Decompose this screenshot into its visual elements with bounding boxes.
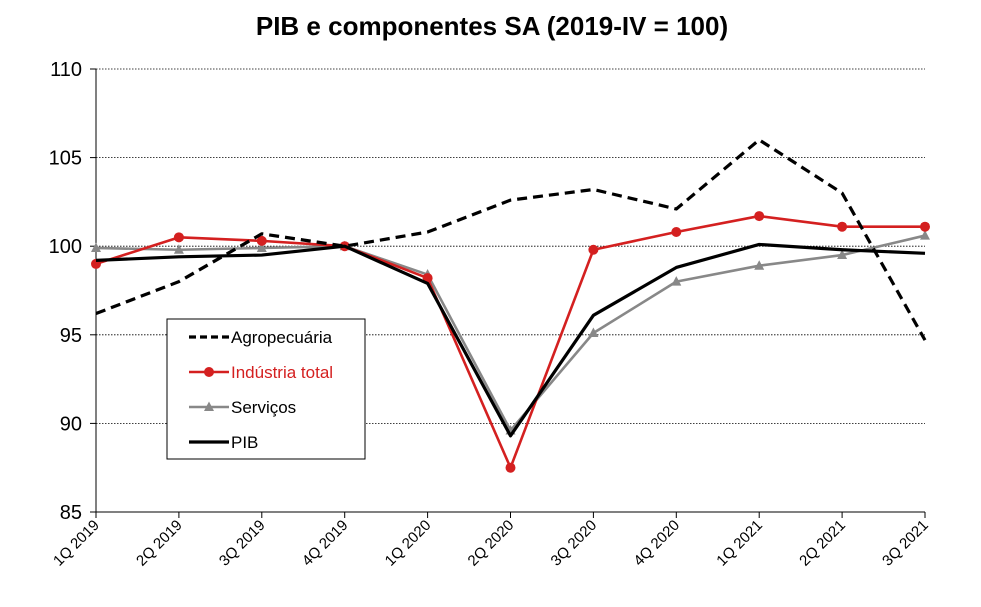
x-tick-label: 4Q 2020 <box>630 517 683 570</box>
data-point <box>588 327 599 338</box>
y-tick-label: 100 <box>49 236 82 258</box>
series-line <box>95 138 927 341</box>
axes: 85 90 95 100 105 110 1Q 2019 2Q 2019 3Q 2019 4Q 2… <box>49 59 932 570</box>
series-pib <box>95 242 926 438</box>
x-tick-label: 3Q 2020 <box>548 517 601 570</box>
data-point <box>588 244 599 255</box>
x-tick-label: 2Q 2021 <box>796 517 849 570</box>
y-tick-label: 95 <box>60 325 82 347</box>
data-point <box>671 227 682 238</box>
x-tick-label: 1Q 2019 <box>50 517 103 570</box>
x-tick-label: 2Q 2019 <box>133 517 186 570</box>
data-point <box>920 221 930 232</box>
series-line <box>95 242 926 438</box>
series-lines <box>91 138 930 473</box>
series-agropecu-ria <box>95 138 927 341</box>
data-point <box>505 462 516 473</box>
data-point <box>837 249 848 260</box>
data-point <box>173 244 184 254</box>
data-point <box>671 276 682 286</box>
legend-box <box>166 318 366 460</box>
legend-label: Agropecuária <box>231 328 333 347</box>
data-point <box>754 211 765 222</box>
y-tick-label: 85 <box>60 502 82 524</box>
y-tick-label: 110 <box>50 59 82 81</box>
data-point <box>837 221 848 232</box>
data-point <box>173 232 184 243</box>
data-point <box>754 260 765 270</box>
x-tick-label: 2Q 2020 <box>465 517 518 570</box>
legend-label: Serviços <box>231 398 296 417</box>
data-point <box>920 230 930 240</box>
data-point <box>256 235 267 246</box>
x-tick-label: 3Q 2019 <box>216 517 269 570</box>
data-point <box>91 242 101 252</box>
data-point <box>256 242 267 252</box>
x-tick-label: 4Q 2019 <box>299 517 352 570</box>
chart-title: PIB e componentes SA (2019-IV = 100) <box>256 11 728 41</box>
x-tick-label: 3Q 2021 <box>879 517 932 570</box>
legend-marker <box>204 367 214 377</box>
legend-label: PIB <box>231 433 258 452</box>
x-tick-label: 1Q 2020 <box>382 517 435 570</box>
legend-label: Indústria total <box>231 363 333 382</box>
y-tick-label: 90 <box>60 413 82 435</box>
y-tick-label: 105 <box>49 148 82 170</box>
legend: Agropecuária Indústria total Serviços PIB <box>166 318 366 460</box>
x-tick-label: 1Q 2021 <box>713 517 766 570</box>
legend-marker <box>204 401 214 411</box>
